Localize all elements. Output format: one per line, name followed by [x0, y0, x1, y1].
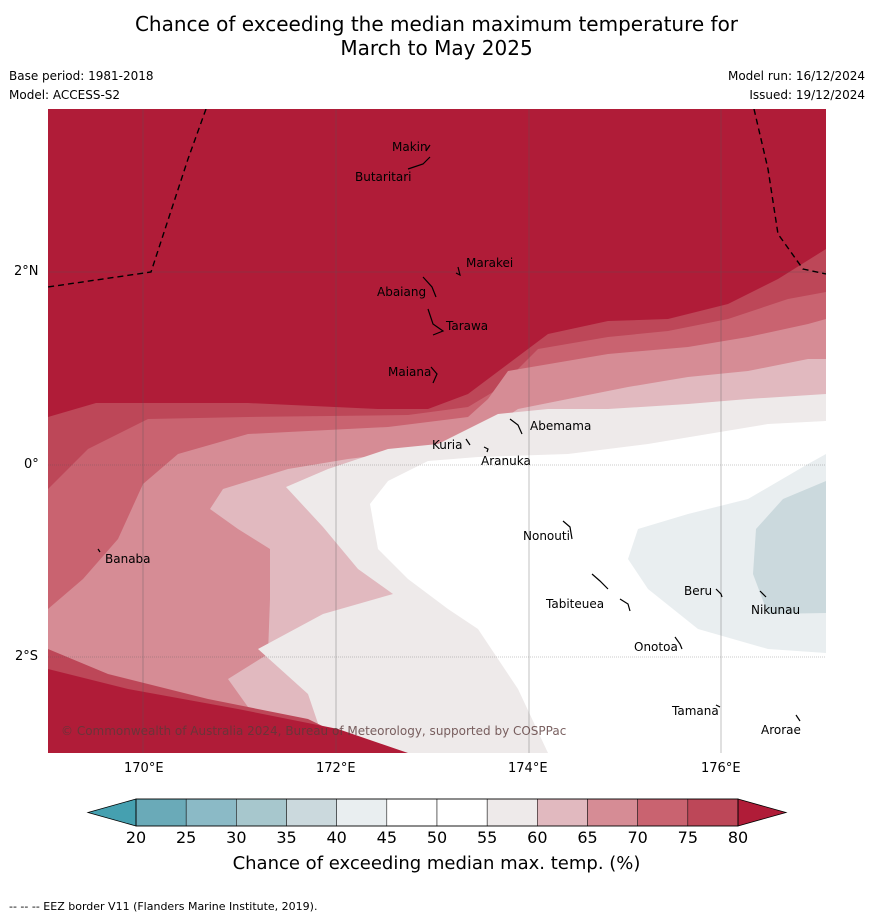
colorbar-tick-label: 50 — [426, 828, 448, 847]
lat-label-0: 0° — [24, 457, 39, 472]
label-butaritari: Butaritari — [355, 170, 412, 184]
colorbar-title: Chance of exceeding median max. temp. (%… — [232, 853, 641, 874]
colorbar-tick-label: 65 — [577, 828, 598, 847]
meta-right: Model run: 16/12/2024 Issued: 19/12/2024 — [728, 68, 865, 106]
label-kuria: Kuria — [432, 438, 463, 452]
band-35-40 — [753, 481, 826, 614]
band-gt80-south — [48, 669, 408, 753]
lat-label-2n: 2°N — [14, 264, 39, 279]
colorbar-ticks: 20 25 30 35 40 45 50 55 60 65 70 75 80 — [0, 828, 873, 848]
colorbar-tick-label: 45 — [376, 828, 398, 847]
label-tabiteuea: Tabiteuea — [546, 597, 605, 611]
label-tamana: Tamana — [672, 704, 719, 718]
lon-label-170: 170°E — [124, 761, 164, 776]
colorbar-tick-label: 20 — [125, 828, 147, 847]
label-abaiang: Abaiang — [377, 285, 427, 299]
base-period: Base period: 1981-2018 — [9, 69, 154, 83]
colorbar-tick-label: 55 — [476, 828, 498, 847]
eez-footnote: -- -- -- EEZ border V11 (Flanders Marine… — [9, 900, 318, 913]
lon-label-176: 176°E — [701, 761, 741, 776]
colorbar-tick-label: 40 — [326, 828, 347, 847]
colorbar-tick-label: 25 — [175, 828, 197, 847]
eez-border — [48, 109, 826, 288]
label-aranuka: Aranuka — [481, 454, 531, 468]
colorbar-tick-label: 75 — [677, 828, 699, 847]
colorbar-under-arrow — [86, 798, 137, 827]
colorbar-segment — [486, 798, 538, 827]
lon-label-172: 172°E — [316, 761, 356, 776]
label-maiana: Maiana — [388, 365, 432, 379]
colorbar-segment — [236, 798, 287, 827]
chart-title: Chance of exceeding the median maximum t… — [0, 12, 873, 60]
colorbar-segment — [386, 798, 438, 827]
grid-lines — [48, 109, 826, 753]
label-banaba: Banaba — [105, 552, 151, 566]
label-beru: Beru — [684, 584, 713, 598]
colorbar-segment — [286, 798, 337, 827]
colorbar-segment — [185, 798, 237, 827]
model-run: Model run: 16/12/2024 — [727, 69, 865, 83]
colorbar-segment — [135, 798, 187, 827]
map-panel — [48, 109, 826, 753]
label-marakei: Marakei — [466, 256, 514, 270]
map-svg — [48, 109, 826, 753]
lat-label-2s: 2°S — [15, 649, 39, 664]
lon-label-174: 174°E — [508, 761, 548, 776]
colorbar-segment — [587, 798, 638, 827]
label-nonouti: Nonouti — [523, 529, 570, 543]
label-nikunau: Nikunau — [751, 603, 801, 617]
label-onotoa: Onotoa — [634, 640, 678, 654]
model-name: Model: ACCESS-S2 — [9, 88, 121, 102]
colorbar-segment — [537, 798, 588, 827]
island-outlines — [97, 144, 801, 722]
issued-date: Issued: 19/12/2024 — [749, 88, 865, 102]
colorbar-tick-label: 80 — [727, 828, 749, 847]
label-makin: Makin — [392, 140, 428, 154]
colorbar-segment — [637, 798, 689, 827]
label-abemama: Abemama — [530, 419, 592, 433]
copyright-notice: © Commonwealth of Australia 2024, Bureau… — [61, 724, 567, 738]
colorbar-tick-label: 60 — [527, 828, 548, 847]
title-line-2: March to May 2025 — [340, 36, 533, 60]
colorbar-segment — [336, 798, 388, 827]
colorbar-tick-label: 30 — [226, 828, 247, 847]
label-tarawa: Tarawa — [446, 319, 489, 333]
colorbar-over-arrow — [737, 798, 788, 827]
label-arorae: Arorae — [761, 723, 801, 737]
colorbar-frame — [135, 798, 739, 827]
title-line-1: Chance of exceeding the median maximum t… — [134, 12, 739, 36]
colorbar-segment — [687, 798, 739, 827]
meta-left: Base period: 1981-2018 Model: ACCESS-S2 — [9, 68, 154, 106]
band-45-55 — [370, 421, 826, 753]
colorbar-segment — [436, 798, 488, 827]
colorbar-tick-label: 70 — [627, 828, 648, 847]
colorbar-tick-label: 35 — [276, 828, 297, 847]
colorbar — [86, 798, 788, 827]
